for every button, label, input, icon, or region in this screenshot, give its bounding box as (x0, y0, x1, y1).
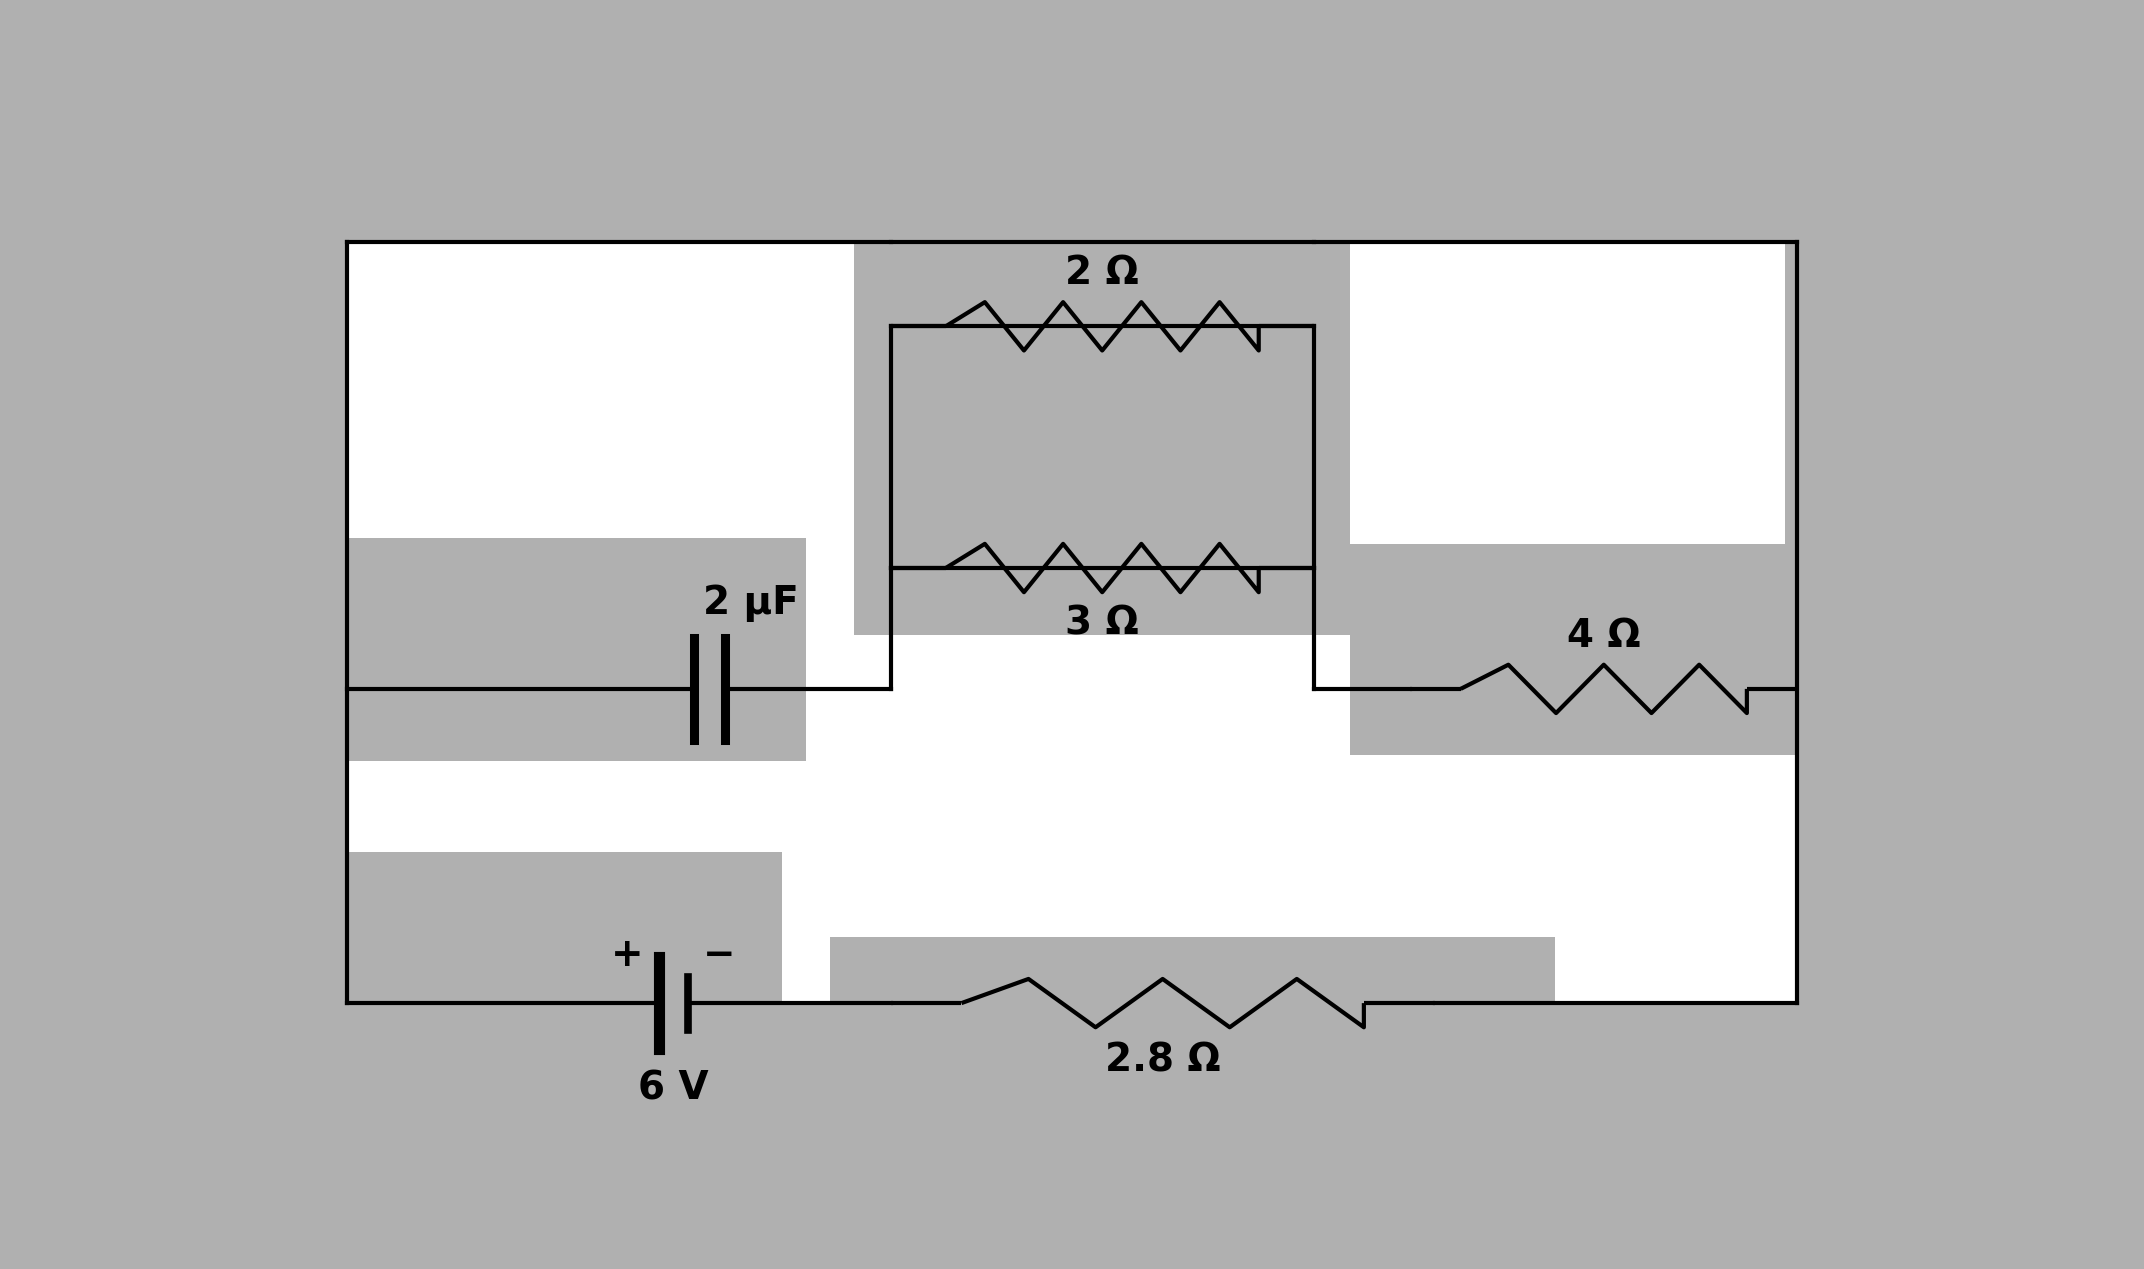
Bar (1351, 544, 1919, 755)
Text: 3 Ω: 3 Ω (1066, 604, 1138, 642)
Bar (855, 181, 1351, 634)
Bar (347, 241, 1797, 689)
Text: 2 μF: 2 μF (703, 585, 800, 622)
Bar (830, 937, 1554, 1105)
Text: −: − (703, 935, 735, 973)
Bar (347, 689, 1797, 1003)
Text: 6 V: 6 V (639, 1070, 708, 1108)
Text: 2.8 Ω: 2.8 Ω (1104, 1042, 1220, 1080)
Bar (165, 538, 806, 761)
Text: +: + (611, 935, 643, 973)
Bar (1786, 241, 1893, 652)
Bar (165, 851, 783, 1105)
Text: 4 Ω: 4 Ω (1567, 617, 1640, 655)
Text: 2 Ω: 2 Ω (1066, 255, 1138, 292)
Bar (1786, 1039, 1893, 1269)
